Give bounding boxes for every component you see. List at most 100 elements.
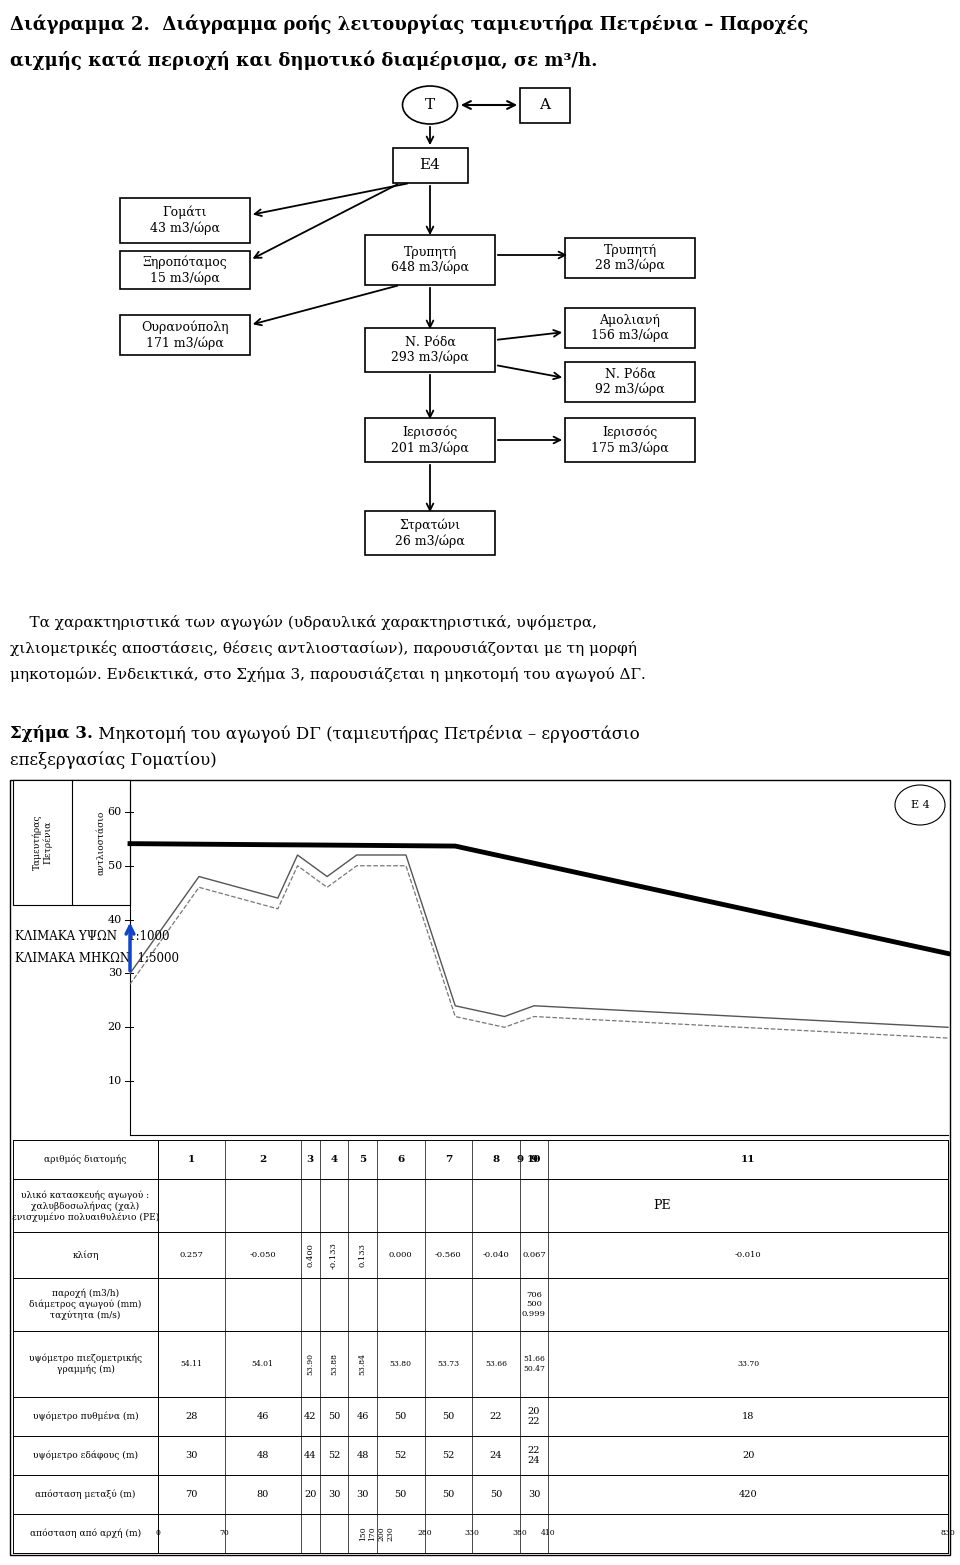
Text: 7: 7 (444, 1155, 452, 1164)
Ellipse shape (895, 786, 945, 825)
Text: 0: 0 (156, 1529, 160, 1537)
Text: 50: 50 (328, 1412, 340, 1421)
Text: 33.70: 33.70 (737, 1360, 759, 1368)
Text: υψόμετρο εδάφους (m): υψόμετρο εδάφους (m) (33, 1451, 138, 1460)
Bar (365, 512, 495, 556)
Text: 54.01: 54.01 (252, 1360, 274, 1368)
Text: μηκοτομών. Ενδεικτικά, στο Σχήμα 3, παρουσιάζεται η μηκοτομή του αγωγού ΔΓ.: μηκοτομών. Ενδεικτικά, στο Σχήμα 3, παρο… (10, 667, 646, 682)
Text: 380: 380 (513, 1529, 527, 1537)
Text: Ιερισσός
175 m3/ώρα: Ιερισσός 175 m3/ώρα (591, 426, 669, 454)
Text: Τρυπητή
28 m3/ώρα: Τρυπητή 28 m3/ώρα (595, 244, 665, 272)
Text: 53.73: 53.73 (437, 1360, 460, 1368)
Text: 706
500
0.999: 706 500 0.999 (522, 1291, 546, 1318)
Text: 24: 24 (490, 1451, 502, 1460)
Text: 70: 70 (220, 1529, 229, 1537)
Text: 0.000: 0.000 (389, 1250, 413, 1260)
Text: 50: 50 (395, 1490, 407, 1499)
Bar (10, 779, 950, 1556)
Bar (393, 147, 468, 183)
Text: -0.010: -0.010 (734, 1250, 761, 1260)
Text: 48: 48 (356, 1451, 369, 1460)
Text: 20
22: 20 22 (528, 1407, 540, 1426)
Text: 6: 6 (397, 1155, 404, 1164)
Text: 52: 52 (443, 1451, 454, 1460)
Text: Τα χαρακτηριστικά των αγωγών (υδραυλικά χαρακτηριστικά, υψόμετρα,: Τα χαρακτηριστικά των αγωγών (υδραυλικά … (10, 615, 597, 631)
Text: 53.88: 53.88 (330, 1354, 338, 1376)
Text: Ιερισσός
201 m3/ώρα: Ιερισσός 201 m3/ώρα (391, 426, 468, 454)
Text: Σχήμα 3.: Σχήμα 3. (10, 725, 93, 742)
Text: 20: 20 (108, 1022, 122, 1033)
Text: 0.257: 0.257 (180, 1250, 204, 1260)
Bar (120, 197, 250, 243)
Text: 18: 18 (742, 1412, 755, 1421)
Bar (365, 235, 495, 285)
Ellipse shape (402, 86, 458, 124)
Text: 830: 830 (941, 1529, 955, 1537)
Text: 0.400: 0.400 (306, 1243, 314, 1268)
Text: E4: E4 (420, 158, 441, 172)
Text: 4: 4 (330, 1155, 338, 1164)
Text: 28: 28 (185, 1412, 198, 1421)
Text: 53.84: 53.84 (359, 1354, 367, 1376)
Text: 60: 60 (108, 808, 122, 817)
Bar (565, 418, 695, 462)
Text: κλίση: κλίση (72, 1250, 99, 1260)
Text: 5: 5 (359, 1155, 366, 1164)
Text: 10: 10 (108, 1077, 122, 1086)
Text: υψόμετρο πυθμένα (m): υψόμετρο πυθμένα (m) (33, 1412, 138, 1421)
Text: -0.050: -0.050 (250, 1250, 276, 1260)
Text: -0.560: -0.560 (435, 1250, 462, 1260)
Text: απόσταση από αρχή (m): απόσταση από αρχή (m) (30, 1529, 141, 1538)
Text: 420: 420 (739, 1490, 757, 1499)
Text: 1: 1 (188, 1155, 195, 1164)
Text: E 4: E 4 (911, 800, 929, 811)
Text: Ουρανούπολη
171 m3/ώρα: Ουρανούπολη 171 m3/ώρα (141, 321, 228, 349)
Bar (565, 238, 695, 279)
Text: επεξεργασίας Γοματίου): επεξεργασίας Γοματίου) (10, 751, 217, 768)
Text: 53.90: 53.90 (306, 1354, 314, 1376)
Text: 30: 30 (185, 1451, 198, 1460)
Text: PE: PE (654, 1199, 671, 1213)
Bar (120, 315, 250, 355)
Text: 80: 80 (256, 1490, 269, 1499)
Text: 50: 50 (443, 1490, 454, 1499)
Text: αιχμής κατά περιοχή και δημοτικό διαμέρισμα, σε m³/h.: αιχμής κατά περιοχή και δημοτικό διαμέρι… (10, 50, 597, 69)
Bar (120, 250, 250, 290)
Bar (565, 308, 695, 347)
Text: 10: 10 (527, 1155, 541, 1164)
Text: 30: 30 (328, 1490, 340, 1499)
Text: T: T (425, 99, 435, 113)
Text: 20: 20 (742, 1451, 755, 1460)
Bar (365, 418, 495, 462)
Text: αριθμός διατομής: αριθμός διατομής (44, 1155, 127, 1164)
Text: 30: 30 (108, 969, 122, 978)
Text: 46: 46 (256, 1412, 269, 1421)
Text: 0.133: 0.133 (359, 1243, 367, 1268)
Text: 54.11: 54.11 (180, 1360, 203, 1368)
Text: 40: 40 (108, 914, 122, 925)
Text: Ξηροπόταμος
15 m3/ώρα: Ξηροπόταμος 15 m3/ώρα (143, 255, 228, 285)
Text: Στρατώνι
26 m3/ώρα: Στρατώνι 26 m3/ώρα (396, 518, 465, 548)
Text: 50: 50 (443, 1412, 454, 1421)
Text: Διάγραμμα 2.  Διάγραμμα ροής λειτουργίας ταμιευτήρα Πετρένια – Παροχές: Διάγραμμα 2. Διάγραμμα ροής λειτουργίας … (10, 16, 808, 34)
Text: 44: 44 (304, 1451, 317, 1460)
Text: 70: 70 (185, 1490, 198, 1499)
Text: 0.067: 0.067 (522, 1250, 546, 1260)
Text: 20: 20 (304, 1490, 317, 1499)
Text: Ν. Ρόδα
293 m3/ώρα: Ν. Ρόδα 293 m3/ώρα (391, 336, 468, 365)
Bar (365, 329, 495, 372)
Text: 53.66: 53.66 (485, 1360, 507, 1368)
Text: 9: 9 (531, 1155, 538, 1164)
Text: 8: 8 (492, 1155, 499, 1164)
Bar (565, 362, 695, 402)
Text: παροχή (m3/h)
διάμετρος αγωγού (mm)
ταχύτητα (m/s): παροχή (m3/h) διάμετρος αγωγού (mm) ταχύ… (30, 1288, 142, 1321)
Bar (13, 779, 130, 905)
Text: Ταμευτήρας
Πετρένια: Ταμευτήρας Πετρένια (32, 815, 53, 870)
Text: 22
24: 22 24 (528, 1446, 540, 1465)
Text: 53.80: 53.80 (390, 1360, 412, 1368)
Text: -0.040: -0.040 (483, 1250, 509, 1260)
Text: 50: 50 (490, 1490, 502, 1499)
Text: Γομάτι
43 m3/ώρα: Γομάτι 43 m3/ώρα (150, 205, 220, 235)
Text: 51.66
50.47: 51.66 50.47 (523, 1355, 545, 1373)
Text: 52: 52 (395, 1451, 407, 1460)
